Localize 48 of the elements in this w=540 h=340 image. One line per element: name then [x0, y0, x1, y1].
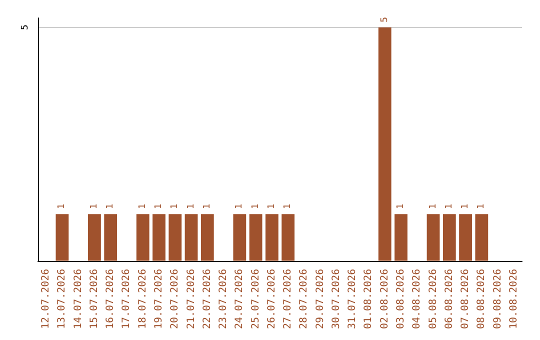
- x-tick-label: 14.07.2026: [72, 268, 84, 330]
- data-label: 1: [460, 204, 471, 210]
- data-label: 1: [428, 204, 438, 210]
- x-tick-label: 05.08.2026: [428, 268, 439, 330]
- x-tick-label: 13.07.2026: [56, 268, 68, 330]
- x-tick-label: 24.07.2026: [234, 268, 246, 330]
- x-tick-label: 03.08.2026: [396, 268, 406, 330]
- x-tick-label: 04.08.2026: [412, 268, 423, 330]
- x-tick-label: 21.07.2026: [186, 268, 197, 330]
- data-label: 1: [186, 204, 196, 210]
- x-tick-label: 15.07.2026: [88, 268, 100, 330]
- x-tick-label: 02.08.2026: [379, 268, 390, 330]
- x-tick-label: 09.08.2026: [492, 268, 504, 330]
- data-label: 1: [89, 204, 100, 210]
- data-label: 1: [138, 204, 148, 210]
- data-label: 1: [234, 204, 245, 210]
- x-tick-label: 30.07.2026: [330, 268, 342, 330]
- data-label: 1: [476, 204, 487, 210]
- x-tick-label: 19.07.2026: [154, 268, 164, 330]
- x-tick-label: 23.07.2026: [218, 268, 230, 330]
- data-label: 1: [106, 204, 116, 210]
- x-tick-label: 01.08.2026: [363, 268, 374, 330]
- data-label: 1: [250, 204, 261, 210]
- data-label: 1: [202, 204, 212, 210]
- x-tick-label: 31.07.2026: [347, 268, 358, 330]
- x-tick-label: 20.07.2026: [170, 268, 181, 330]
- x-tick-label: 16.07.2026: [105, 268, 116, 330]
- data-label: 5: [380, 16, 390, 22]
- data-label: 1: [266, 204, 277, 210]
- x-tick-label: 25.07.2026: [250, 268, 262, 330]
- data-label: 1: [57, 204, 68, 210]
- x-tick-label: 12.07.2026: [40, 268, 52, 330]
- x-tick-label: 10.08.2026: [508, 268, 520, 330]
- data-label: 1: [170, 204, 180, 210]
- data-label: 1: [444, 204, 454, 210]
- data-label: 1: [154, 204, 164, 210]
- x-tick-label: 07.08.2026: [460, 268, 472, 330]
- x-tick-label: 29.07.2026: [314, 268, 326, 330]
- x-tick-label: 06.08.2026: [444, 268, 455, 330]
- x-tick-label: 18.07.2026: [137, 268, 148, 330]
- x-tick-label: 27.07.2026: [282, 268, 294, 330]
- x-tick-label: 08.08.2026: [476, 268, 488, 330]
- x-tick-label: 17.07.2026: [121, 268, 132, 330]
- data-label: 1: [283, 204, 294, 210]
- x-tick-label: 28.07.2026: [298, 268, 310, 330]
- data-label: 1: [396, 204, 406, 210]
- x-tick-label: 22.07.2026: [202, 268, 213, 330]
- x-tick-label: 26.07.2026: [266, 268, 278, 330]
